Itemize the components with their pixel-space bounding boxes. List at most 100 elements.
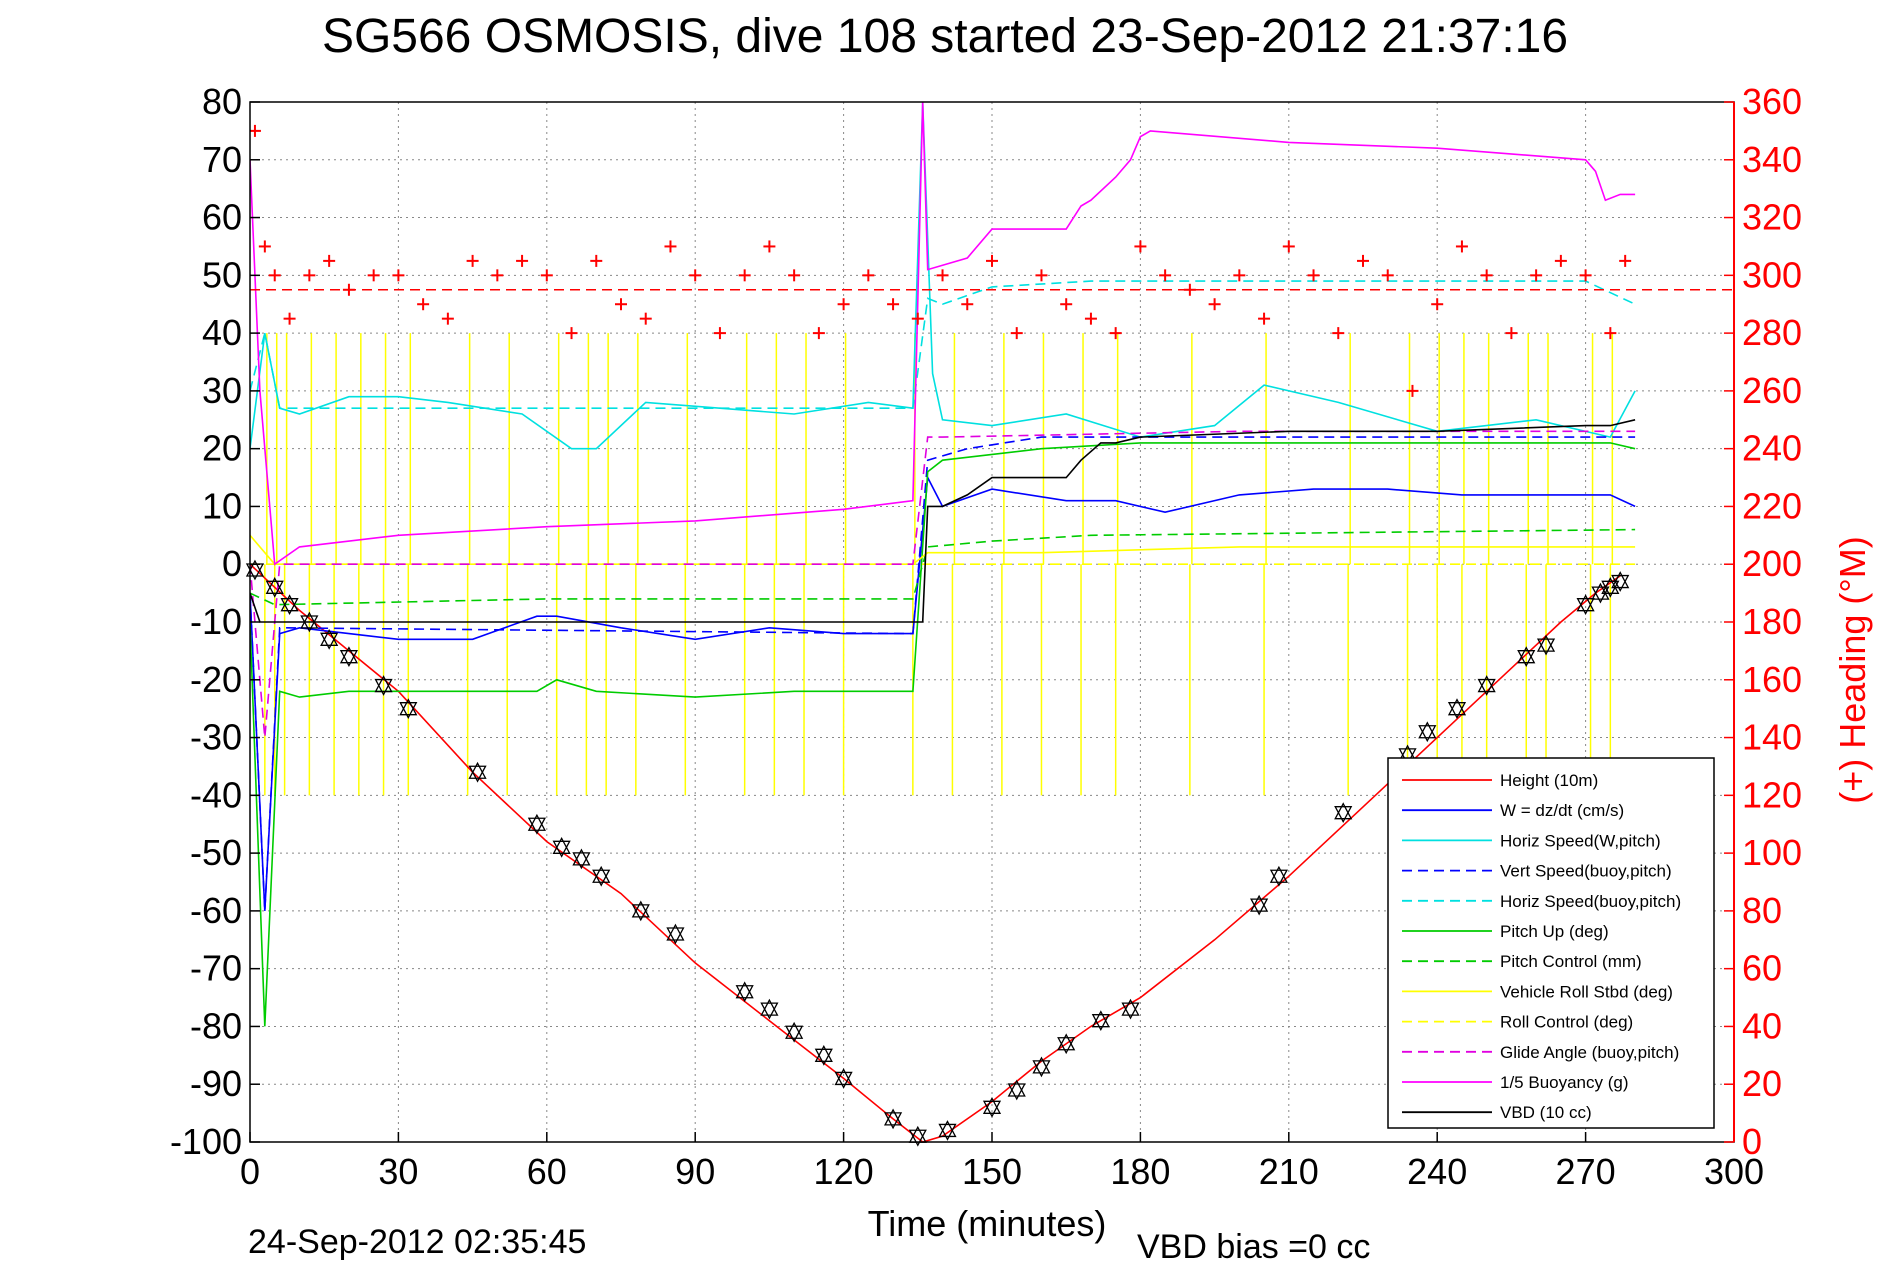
heading-point bbox=[812, 327, 825, 340]
heading-point bbox=[1505, 327, 1518, 340]
x-tick-label: 240 bbox=[1407, 1151, 1467, 1192]
series-horiz-speed-buoy-pitch bbox=[250, 280, 1636, 410]
heading-point bbox=[1208, 298, 1221, 311]
legend-label: Horiz Speed(W,pitch) bbox=[1500, 831, 1661, 850]
y-tick-label: 80 bbox=[202, 81, 242, 122]
y2-tick-label: 260 bbox=[1742, 370, 1802, 411]
series-layer bbox=[250, 102, 1636, 1142]
heading-point bbox=[1282, 240, 1295, 253]
y-tick-label: 0 bbox=[222, 543, 242, 584]
series-1-5-buoyancy-g bbox=[250, 102, 1636, 566]
heading-point bbox=[1431, 298, 1444, 311]
heading-point bbox=[1060, 298, 1073, 311]
y-tick-label: -70 bbox=[190, 948, 242, 989]
heading-point bbox=[961, 298, 974, 311]
y-tick-label: -10 bbox=[190, 601, 242, 642]
depth-marker bbox=[834, 1068, 853, 1089]
heading-point bbox=[788, 269, 801, 282]
heading-point bbox=[837, 298, 850, 311]
legend-label: Roll Control (deg) bbox=[1500, 1013, 1633, 1032]
heading-point bbox=[258, 240, 271, 253]
depth-marker bbox=[1611, 571, 1630, 592]
series-vert-speed-buoy-pitch bbox=[250, 436, 1636, 911]
legend-label: Pitch Up (deg) bbox=[1500, 922, 1609, 941]
y2-tick-label: 240 bbox=[1742, 428, 1802, 469]
x-tick-label: 90 bbox=[675, 1151, 715, 1192]
y-tick-label: -50 bbox=[190, 832, 242, 873]
x-tick-label: 300 bbox=[1704, 1151, 1764, 1192]
x-tick-label: 30 bbox=[378, 1151, 418, 1192]
x-tick-label: 150 bbox=[962, 1151, 1022, 1192]
heading-point bbox=[936, 269, 949, 282]
left-y-axis: 80 70 60 50 40 30 20 10 0 -10 -20 -30 -40 -50 -60 -70 -8… bbox=[170, 81, 260, 1162]
heading-point bbox=[367, 269, 380, 282]
heading-point bbox=[1554, 254, 1567, 267]
heading-point bbox=[887, 298, 900, 311]
depth-marker bbox=[1121, 998, 1140, 1020]
heading-point bbox=[986, 254, 998, 267]
y2-tick-label: 100 bbox=[1742, 832, 1802, 873]
y2-tick-label: 340 bbox=[1742, 139, 1802, 180]
depth-marker bbox=[666, 923, 685, 945]
heading-point bbox=[540, 269, 553, 282]
y-tick-label: 10 bbox=[202, 485, 242, 526]
series-vbd-10-cc bbox=[250, 419, 1636, 623]
depth-marker bbox=[1447, 698, 1467, 720]
depth-marker bbox=[883, 1108, 903, 1130]
heading-point bbox=[1604, 327, 1617, 340]
y2-tick-label: 140 bbox=[1742, 717, 1802, 758]
depth-marker bbox=[735, 981, 754, 1003]
y-tick-label: 30 bbox=[202, 370, 242, 411]
heading-point bbox=[763, 240, 776, 253]
heading-point bbox=[565, 327, 578, 340]
depth-marker bbox=[1477, 675, 1496, 696]
depth-marker bbox=[527, 813, 546, 835]
depth-marker bbox=[1250, 894, 1269, 916]
x-axis: 0 30 60 90 120 150 180 210 240 270 300 bbox=[240, 1132, 1764, 1192]
heading-point bbox=[491, 269, 504, 282]
heading-point bbox=[862, 269, 875, 282]
right-y-axis-label: (+) Heading (°M) bbox=[1832, 536, 1873, 803]
heading-point bbox=[664, 240, 677, 253]
depth-marker bbox=[1032, 1056, 1051, 1078]
legend-label: W = dz/dt (cm/s) bbox=[1500, 801, 1624, 820]
y2-tick-label: 80 bbox=[1742, 890, 1782, 931]
legend-box bbox=[1387, 757, 1715, 1129]
depth-marker bbox=[374, 675, 393, 696]
heading-point bbox=[1455, 240, 1468, 253]
depth-marker bbox=[592, 865, 611, 887]
heading-point bbox=[283, 312, 296, 325]
y2-tick-label: 180 bbox=[1742, 601, 1802, 642]
heading-point bbox=[250, 124, 261, 137]
legend-label: Pitch Control (mm) bbox=[1500, 952, 1642, 971]
x-tick-label: 210 bbox=[1259, 1151, 1319, 1192]
series-pitch-up-deg bbox=[250, 442, 1636, 1027]
depth-marker bbox=[814, 1044, 833, 1066]
y2-tick-label: 360 bbox=[1742, 81, 1802, 122]
heading-point bbox=[689, 269, 702, 282]
depth-marker bbox=[1334, 802, 1353, 824]
heading-point bbox=[713, 327, 726, 340]
y2-tick-label: 0 bbox=[1742, 1121, 1762, 1162]
legend: Height (10m) W = dz/dt (cm/s) Horiz Speed(… bbox=[1387, 757, 1715, 1129]
y2-tick-label: 220 bbox=[1742, 485, 1802, 526]
y2-tick-label: 40 bbox=[1742, 1005, 1782, 1046]
depth-marker bbox=[1517, 646, 1536, 668]
legend-label: Height (10m) bbox=[1500, 771, 1598, 790]
series-vehicle-roll-stbd-deg bbox=[250, 534, 1636, 566]
heading-point bbox=[738, 269, 751, 282]
y-tick-label: 70 bbox=[202, 139, 242, 180]
x-tick-label: 270 bbox=[1556, 1151, 1616, 1192]
heading-point bbox=[466, 254, 479, 267]
heading-point bbox=[1619, 254, 1632, 267]
y-tick-label: -30 bbox=[190, 717, 242, 758]
depth-marker bbox=[938, 1120, 957, 1141]
depth-marker bbox=[552, 836, 571, 858]
heading-point bbox=[1109, 327, 1122, 340]
heading-point bbox=[516, 254, 529, 267]
y2-tick-label: 20 bbox=[1742, 1063, 1782, 1104]
y2-tick-label: 60 bbox=[1742, 948, 1782, 989]
depth-marker bbox=[280, 594, 299, 616]
depth-marker bbox=[631, 900, 650, 922]
heading-point bbox=[1381, 269, 1394, 282]
